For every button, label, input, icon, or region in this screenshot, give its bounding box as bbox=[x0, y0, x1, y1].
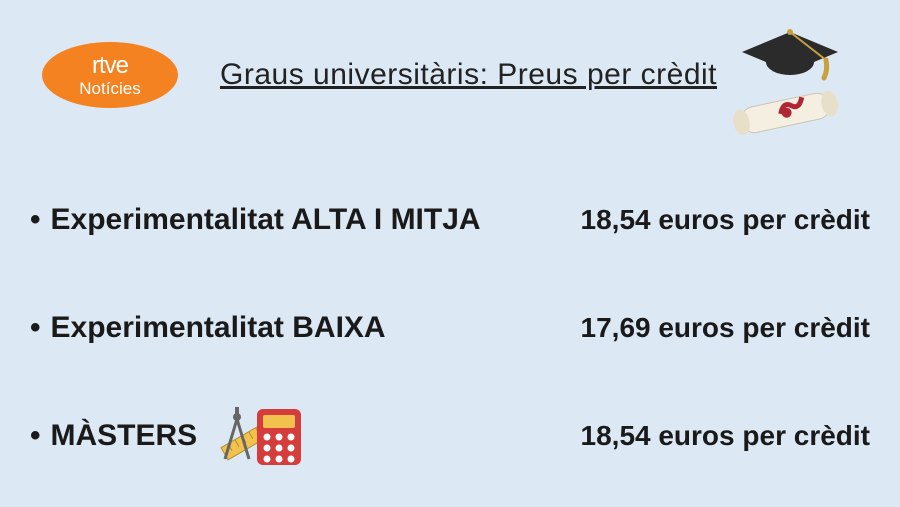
row-price: 18,54 euros per crèdit bbox=[550, 204, 870, 236]
row-label: Experimentalitat BAIXA bbox=[51, 311, 386, 345]
row-label: MÀSTERS bbox=[51, 419, 198, 453]
rtve-logo: rtve Notícies bbox=[42, 42, 178, 108]
row-price: 18,54 euros per crèdit bbox=[550, 420, 870, 452]
price-row: • Experimentalitat BAIXA 17,69 euros per… bbox=[30, 278, 870, 378]
row-label: Experimentalitat ALTA I MITJA bbox=[51, 203, 481, 237]
row-price: 17,69 euros per crèdit bbox=[550, 312, 870, 344]
page-title: Graus universitàris: Preus per crèdit bbox=[220, 58, 717, 92]
price-list: • Experimentalitat ALTA I MITJA 18,54 eu… bbox=[30, 170, 870, 494]
row-label-wrap: • Experimentalitat BAIXA bbox=[30, 311, 386, 345]
calculator-tools-icon bbox=[217, 401, 307, 471]
logo-line2: Notícies bbox=[79, 80, 140, 97]
price-row: • Experimentalitat ALTA I MITJA 18,54 eu… bbox=[30, 170, 870, 270]
row-label-wrap: • MÀSTERS bbox=[30, 401, 307, 471]
row-label-wrap: • Experimentalitat ALTA I MITJA bbox=[30, 203, 481, 237]
logo-line1: rtve bbox=[92, 54, 128, 78]
bullet-icon: • bbox=[30, 203, 41, 237]
graduation-icon bbox=[710, 20, 860, 150]
price-row: • MÀSTERS bbox=[30, 386, 870, 486]
bullet-icon: • bbox=[30, 419, 41, 453]
bullet-icon: • bbox=[30, 311, 41, 345]
